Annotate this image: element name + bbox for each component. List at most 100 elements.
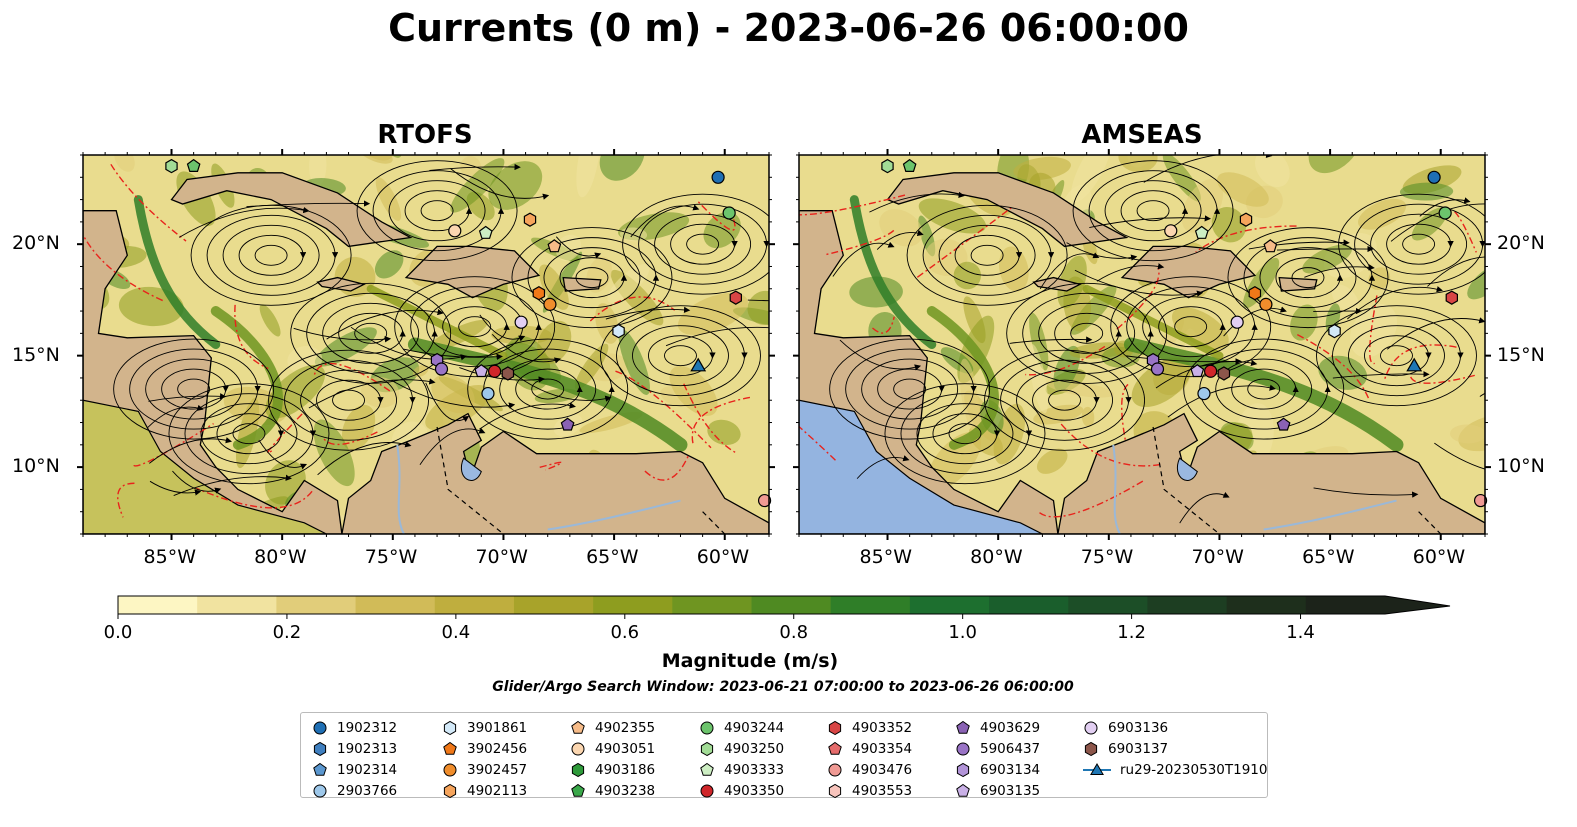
legend-label: 3902456 (467, 740, 528, 757)
legend-label: 4903238 (595, 782, 656, 799)
colorbar-tick-label: 0.0 (103, 622, 133, 643)
platform-marker (543, 297, 557, 311)
platform-marker (532, 286, 546, 301)
legend-circle-icon (571, 742, 585, 755)
legend-circle-icon (828, 763, 842, 776)
lon-tick-label: 85°W (143, 546, 196, 568)
legend-label: 3901861 (467, 719, 528, 736)
platform-marker (1217, 366, 1231, 381)
legend-pentagon-icon (571, 783, 585, 797)
legend-entry: 6903137 (1082, 738, 1267, 759)
legend-entry: 3901861 (441, 717, 527, 738)
lon-tick-label: 65°W (1302, 546, 1355, 568)
legend-pentagon-icon (700, 762, 714, 776)
legend-entry: 4902355 (569, 717, 655, 738)
legend-circle-icon (700, 784, 714, 797)
legend-hexagon-icon (313, 741, 327, 756)
legend-triangle-icon (1083, 762, 1111, 775)
legend-label: 4903476 (852, 761, 913, 778)
lat-tick-label-right: 15°N (1497, 343, 1545, 366)
legend-label: 1902313 (337, 740, 398, 757)
platform-marker (1248, 286, 1262, 301)
legend-label: 4903352 (852, 719, 913, 736)
colorbar-tick-label: 0.4 (441, 622, 471, 643)
platform-marker (1190, 364, 1205, 378)
colorbar-tick-label: 0.6 (610, 622, 640, 643)
legend-label: ru29-20230530T1910 (1120, 761, 1268, 778)
legend-hexagon-icon (443, 720, 457, 735)
search-window-text: Glider/Argo Search Window: 2023-06-21 07… (492, 679, 1074, 695)
legend-circle-icon (443, 763, 457, 776)
platform-marker (478, 225, 493, 239)
platform-marker (1203, 364, 1218, 378)
figure-title: Currents (0 m) - 2023-06-26 06:00:00 (388, 6, 1189, 50)
legend-entry: 4903350 (698, 780, 784, 801)
platform-marker (448, 224, 462, 238)
lon-tick-label: 85°W (859, 546, 912, 568)
legend-entry: 4903238 (569, 780, 655, 801)
platform-marker (1164, 224, 1178, 238)
lat-tick-label-right: 20°N (1497, 232, 1545, 255)
platform-marker (165, 158, 178, 174)
colorbar-tick-label: 0.2 (272, 622, 302, 643)
legend-label: 4903350 (724, 782, 785, 799)
legend-pentagon-icon (571, 720, 585, 734)
legend-entry: 2903766 (311, 780, 397, 801)
platform-marker (711, 170, 725, 184)
colorbar-tick-label: 1.4 (1286, 622, 1315, 643)
legend-label: 6903137 (1108, 740, 1169, 757)
platform-marker (474, 364, 489, 378)
colorbar-tick-label: 1.0 (948, 622, 977, 643)
lat-tick-label-left: 10°N (12, 455, 60, 478)
lon-tick-label: 70°W (475, 546, 528, 568)
legend-pentagon-icon (313, 762, 327, 776)
map-panel-rtofs (77, 149, 775, 540)
lon-tick-label: 75°W (364, 546, 418, 568)
legend-entry: 1902313 (311, 738, 397, 759)
legend-circle-icon (700, 721, 714, 734)
legend-circle-icon (1084, 721, 1098, 734)
legend-label: 4902113 (467, 782, 528, 799)
legend-hexagon-icon (828, 720, 842, 735)
legend-label: 4903553 (852, 782, 913, 799)
platform-marker (722, 206, 736, 220)
legend-hexagon-icon (956, 762, 970, 777)
legend-label: 1902314 (337, 761, 398, 778)
map-panel-amseas (793, 149, 1491, 540)
legend-label: 3902457 (467, 761, 528, 778)
legend-label: 6903135 (980, 782, 1041, 799)
legend-entry: ru29-20230530T1910 (1082, 759, 1267, 780)
platform-marker (1438, 206, 1452, 220)
platform-marker (902, 158, 917, 172)
platform-marker (1239, 212, 1253, 227)
legend-label: 4902355 (595, 719, 656, 736)
lon-tick-label: 80°W (254, 546, 307, 568)
legend-pentagon-icon (956, 720, 970, 734)
lon-tick-label: 60°W (696, 546, 750, 568)
lat-tick-label-right: 10°N (1497, 455, 1545, 478)
legend-hexagon-icon (443, 783, 457, 798)
legend-label: 4903629 (980, 719, 1041, 736)
legend-entry: 4903186 (569, 759, 655, 780)
lon-tick-label: 60°W (1412, 546, 1466, 568)
legend-entry: 6903135 (954, 780, 1040, 801)
legend-hexagon-icon (571, 762, 585, 777)
platform-marker (1230, 315, 1244, 329)
legend-label: 4903051 (595, 740, 656, 757)
platform-marker (1328, 323, 1341, 339)
panel-title-amseas: AMSEAS (1081, 120, 1203, 150)
legend-entry: 4903333 (698, 759, 784, 780)
legend-hexagon-icon (828, 783, 842, 798)
legend-circle-icon (956, 742, 970, 755)
legend-entry: 4903553 (826, 780, 912, 801)
legend-circle-icon (313, 721, 327, 734)
lon-tick-label: 65°W (586, 546, 639, 568)
legend-label: 4903250 (724, 740, 785, 757)
colorbar-tick-label: 1.2 (1117, 622, 1146, 643)
lat-tick-label-left: 15°N (12, 343, 60, 366)
legend-entry: 4902113 (441, 780, 527, 801)
platform-marker (481, 386, 495, 401)
colorbar-tick-label: 0.8 (779, 622, 809, 643)
platform-marker (501, 366, 515, 381)
